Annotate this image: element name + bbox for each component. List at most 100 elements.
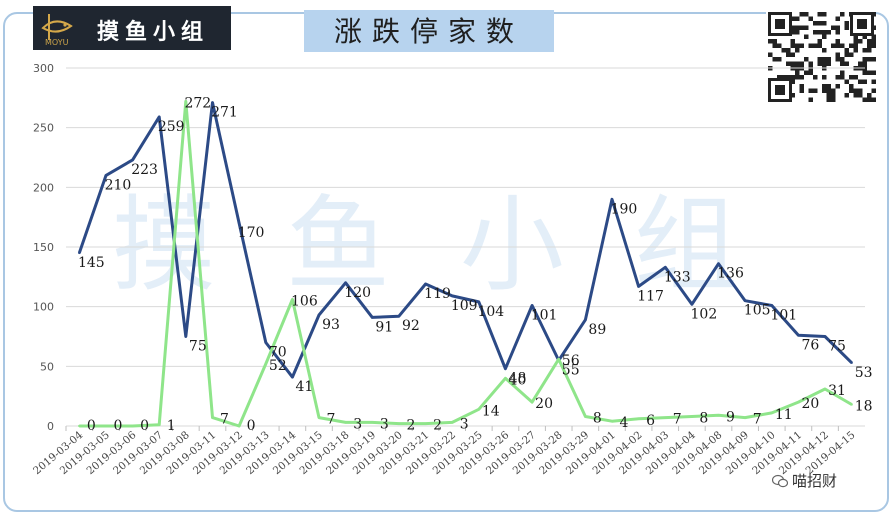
series-2-data-label: 11 xyxy=(775,407,793,423)
series-1-data-label: 89 xyxy=(588,322,606,338)
y-tick-label: 100 xyxy=(33,301,54,314)
series-2-data-label: 6 xyxy=(646,413,655,429)
series-1-point xyxy=(743,299,747,302)
series-2-point xyxy=(477,408,481,411)
series-2-point xyxy=(317,416,321,419)
series-1-data-label: 75 xyxy=(828,339,846,355)
series-1-point xyxy=(78,251,81,255)
qr-code-icon xyxy=(766,10,876,104)
series-1-data-label: 120 xyxy=(344,285,371,301)
series-1-data-label: 75 xyxy=(189,339,207,355)
series-1-point xyxy=(770,304,773,307)
series-2-data-label: 7 xyxy=(327,412,336,428)
series-2-point xyxy=(610,420,614,423)
series-2-data-label: 106 xyxy=(291,294,318,310)
series-2-data-label: 2 xyxy=(433,418,442,434)
footer-credit: 喵招财 xyxy=(772,470,837,491)
series-2-data-label: 8 xyxy=(593,410,602,426)
wechat-icon xyxy=(772,474,788,488)
footer-credit-text: 喵招财 xyxy=(792,472,838,490)
series-1-point xyxy=(104,174,108,177)
y-tick-label: 250 xyxy=(33,122,54,135)
series-1-point xyxy=(371,316,374,319)
series-1-point xyxy=(477,300,481,304)
series-2-point xyxy=(664,416,667,419)
series-2-point xyxy=(397,422,401,425)
series-2-point xyxy=(637,417,640,421)
series-2-point xyxy=(131,424,134,428)
series-2-data-label: 18 xyxy=(855,399,873,415)
series-2-point xyxy=(584,415,587,418)
series-1-point xyxy=(504,367,507,370)
series-2-point xyxy=(823,387,827,391)
series-2-point xyxy=(424,422,427,425)
series-2-point xyxy=(211,416,214,419)
series-1-data-label: 91 xyxy=(375,319,393,335)
brand-logo: MOYU 摸鱼小组 xyxy=(33,6,231,50)
series-2-data-label: 52 xyxy=(269,358,287,374)
series-1-point xyxy=(158,115,161,119)
series-1-point xyxy=(610,198,614,201)
series-2-data-label: 3 xyxy=(353,416,362,432)
series-1-point xyxy=(530,304,534,307)
series-2-data-label: 3 xyxy=(380,416,389,432)
series-1-data-label: 271 xyxy=(211,105,238,121)
y-tick-label: 50 xyxy=(40,360,54,373)
series-1-data-label: 101 xyxy=(770,307,797,323)
series-1-data-label: 223 xyxy=(131,162,158,178)
series-1-data-label: 48 xyxy=(509,371,527,387)
series-2-point xyxy=(291,298,294,301)
series-2-point xyxy=(797,400,800,404)
series-1-point xyxy=(237,221,241,225)
series-1-data-label: 53 xyxy=(855,365,873,381)
series-1-data-label: 170 xyxy=(238,225,265,241)
series-2-data-label: 0 xyxy=(113,418,122,434)
series-1-data-label: 119 xyxy=(424,286,451,302)
series-1-data-label: 93 xyxy=(322,317,340,333)
series-1-data-label: 105 xyxy=(744,303,771,319)
series-1-point xyxy=(637,285,640,288)
series-1-line xyxy=(77,101,853,379)
series-2-data-label: 14 xyxy=(482,403,500,419)
series-2-point xyxy=(450,421,454,424)
series-1-data-label: 70 xyxy=(269,344,287,360)
chart-frame xyxy=(3,12,889,512)
series-1-point xyxy=(397,315,401,318)
series-2-line xyxy=(79,99,853,428)
series-2-point xyxy=(158,423,161,427)
series-2-point xyxy=(78,424,81,428)
series-2-data-label: 20 xyxy=(802,396,820,412)
series-2-point xyxy=(104,424,108,428)
series-1-data-label: 109 xyxy=(451,298,478,314)
series-1-point xyxy=(850,361,853,364)
series-1-data-label: 41 xyxy=(295,379,313,395)
series-2-point xyxy=(371,421,374,424)
y-tick-label: 200 xyxy=(33,181,54,194)
series-2-data-label: 9 xyxy=(726,409,735,425)
series-2-data-label: 31 xyxy=(828,383,846,399)
series-2-point xyxy=(264,362,267,366)
series-2-point xyxy=(717,414,720,417)
series-1-data-label: 117 xyxy=(637,288,664,304)
series-2-data-label: 2 xyxy=(406,418,415,434)
series-1-point xyxy=(797,334,800,337)
series-2-data-label: 56 xyxy=(562,353,580,369)
series-2-data-label: 7 xyxy=(753,412,762,428)
series-1-data-label: 210 xyxy=(105,177,132,193)
series-2-point xyxy=(557,357,560,361)
series-2-data-label: 20 xyxy=(535,396,553,412)
series-2-data-label: 0 xyxy=(140,418,149,434)
series-1-data-label: 190 xyxy=(611,201,638,217)
logo-name: 摸鱼小组 xyxy=(97,20,210,45)
series-2-point xyxy=(530,400,534,404)
series-2-data-label: 1 xyxy=(167,418,176,434)
series-2-data-label: 40 xyxy=(509,372,527,388)
y-tick-label: 0 xyxy=(47,420,54,433)
series-1-point xyxy=(584,318,587,321)
series-1-point xyxy=(717,262,720,265)
y-tick-label: 150 xyxy=(33,241,54,254)
series-2-data-label: 0 xyxy=(247,418,256,434)
series-1-point xyxy=(664,266,667,269)
series-2-data-label: 7 xyxy=(220,412,229,428)
